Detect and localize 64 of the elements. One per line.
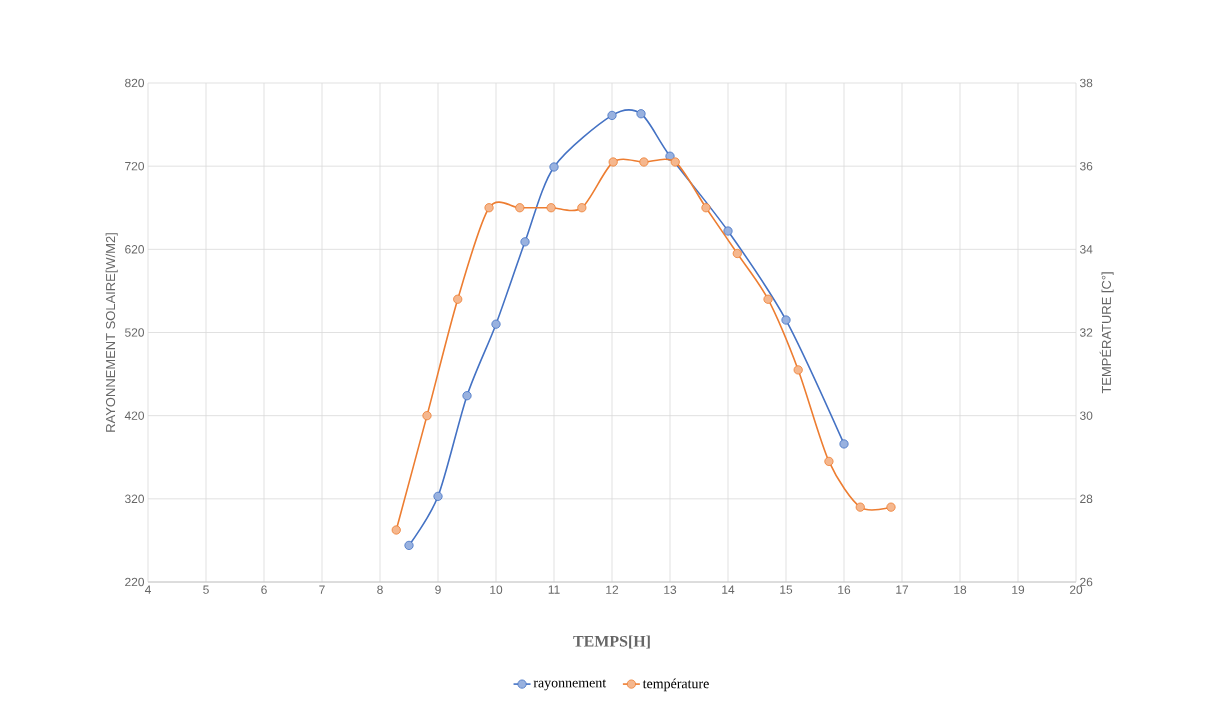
point <box>520 237 530 247</box>
y2-axis-title: TEMPÉRATURE [C°] <box>1099 272 1114 394</box>
point <box>404 540 414 550</box>
point <box>546 203 556 213</box>
point <box>433 491 443 501</box>
x-tick-label: 17 <box>896 585 909 594</box>
point <box>607 110 617 121</box>
x-tick-label: 9 <box>435 585 441 594</box>
point <box>577 203 587 213</box>
x-tick-label: 8 <box>377 585 383 594</box>
legend-label: rayonnement <box>533 679 607 691</box>
point <box>793 365 803 375</box>
point <box>670 157 680 167</box>
x-tick-label: 13 <box>664 585 677 594</box>
y-tick-label: 620 <box>125 245 145 254</box>
y2-tick-label: 32 <box>1079 328 1093 337</box>
point <box>422 411 432 421</box>
x-tick-label: 15 <box>780 585 793 594</box>
y-tick-label: 220 <box>125 577 145 587</box>
y2-tick-label: 30 <box>1079 411 1093 420</box>
point <box>701 203 711 213</box>
point <box>886 502 896 512</box>
point <box>723 226 733 236</box>
y2-tick-label: 34 <box>1079 245 1093 254</box>
y-tick-label: 420 <box>124 411 145 420</box>
point <box>639 157 649 167</box>
point <box>824 456 834 466</box>
point <box>491 319 501 329</box>
x-tick-label: 12 <box>606 585 619 594</box>
y-axis-title: RAYONNEMENT SOLAIRE[W/M2] <box>105 233 118 432</box>
x-tick-label: 14 <box>722 585 735 594</box>
y2-tick-label: 28 <box>1080 494 1093 504</box>
x-tick-label: 18 <box>954 585 967 594</box>
point <box>453 294 463 304</box>
y-tick-label: 320 <box>124 494 145 504</box>
point <box>484 203 494 213</box>
x-tick-label: 20 <box>1069 585 1083 594</box>
x-tick-label: 4 <box>144 585 151 594</box>
legend-label: température <box>642 678 709 692</box>
point <box>839 439 849 449</box>
x-tick-label: 5 <box>203 585 209 594</box>
point <box>608 157 618 167</box>
x-tick-label: 11 <box>548 585 560 594</box>
point <box>763 294 773 304</box>
point <box>391 525 401 535</box>
point <box>462 391 472 401</box>
y2-tick-label: 26 <box>1080 577 1093 587</box>
y-tick-label: 820 <box>125 78 145 88</box>
point <box>636 109 646 119</box>
point <box>549 162 559 172</box>
x-tick-label: 10 <box>490 585 503 594</box>
y2-tick-label: 36 <box>1079 161 1093 171</box>
point <box>781 315 791 325</box>
y-tick-label: 720 <box>125 161 145 171</box>
x-tick-label: 16 <box>838 585 851 594</box>
y-tick-label: 520 <box>125 328 145 337</box>
point <box>515 203 525 213</box>
point <box>732 248 742 259</box>
x-tick-label: 7 <box>319 585 325 594</box>
x-tick-label: 19 <box>1012 585 1025 594</box>
point <box>855 502 865 512</box>
x-axis-title: TEMPS[H] <box>573 635 650 649</box>
y2-tick-label: 38 <box>1079 78 1093 88</box>
x-tick-label: 6 <box>261 585 267 594</box>
